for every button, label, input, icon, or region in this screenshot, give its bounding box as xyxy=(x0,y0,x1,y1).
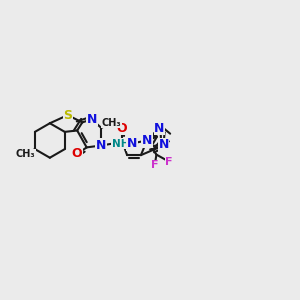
Text: NH: NH xyxy=(112,139,129,149)
Text: O: O xyxy=(116,122,127,135)
Text: N: N xyxy=(154,122,164,135)
Text: CH₃: CH₃ xyxy=(102,118,122,128)
Text: N: N xyxy=(96,139,106,152)
Text: CH₃: CH₃ xyxy=(16,149,35,159)
Text: O: O xyxy=(72,147,83,161)
Text: F: F xyxy=(151,160,158,170)
Text: S: S xyxy=(63,109,72,122)
Text: N: N xyxy=(158,138,169,151)
Text: N: N xyxy=(87,113,97,126)
Text: N: N xyxy=(127,137,137,150)
Text: F: F xyxy=(165,157,172,166)
Text: N: N xyxy=(142,134,152,147)
